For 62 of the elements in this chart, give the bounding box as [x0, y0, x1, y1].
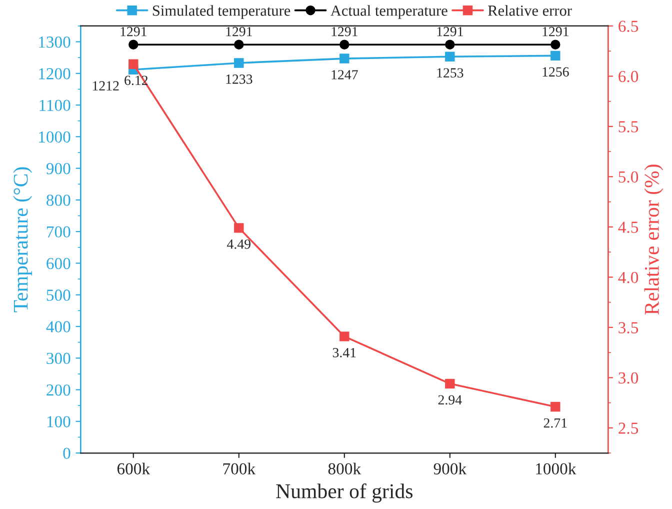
data-label: 1256 [542, 67, 569, 77]
y-tick-label: 100 [47, 416, 70, 428]
y2-tick-label: 6.0 [618, 70, 638, 82]
legend-label: Actual temperature [330, 5, 448, 19]
point [445, 40, 455, 50]
x-tick-label: 600k [117, 462, 150, 474]
y-tick-label: 900 [46, 163, 70, 174]
legend-label: Simulated temperature [152, 5, 290, 19]
data-label: 2.71 [544, 418, 567, 428]
y-tick-label: 700 [47, 226, 70, 238]
y-axis-title: Temperature (°C) [13, 167, 32, 312]
y-tick-label: 200 [46, 384, 70, 396]
point [234, 40, 244, 50]
data-label: 1247 [332, 70, 358, 80]
data-label: 1291 [437, 26, 463, 36]
y-tick-label: 500 [46, 290, 70, 301]
y-tick-label: 0 [63, 448, 70, 459]
y-tick-label: 600 [46, 258, 70, 270]
point [550, 40, 560, 50]
data-label: 1291 [120, 26, 146, 36]
point [550, 50, 560, 61]
y-tick-label: 1100 [40, 100, 70, 111]
data-label: 1253 [437, 68, 464, 78]
x-tick-label: 800k [328, 462, 362, 474]
legend-label: Relative error [488, 5, 572, 16]
y-tick-label: 1000 [39, 131, 70, 143]
x-axis-title: Number of grids [276, 483, 412, 503]
y2-axis-title: Relative error (%) [644, 164, 664, 315]
y2-tick-label: 5.0 [618, 171, 638, 183]
data-label: 1291 [332, 26, 358, 36]
point [340, 332, 350, 342]
point [234, 223, 244, 233]
y2-tick-label: 4.5 [618, 222, 638, 233]
y-tick-label: 400 [46, 321, 70, 332]
x-tick-label: 900k [434, 462, 467, 474]
y2-tick-label: 3.5 [618, 322, 638, 334]
x-tick-label: 700k [223, 462, 256, 474]
y-tick-label: 1200 [39, 68, 70, 80]
point [340, 54, 350, 64]
point [128, 59, 138, 70]
point [234, 58, 244, 68]
y-tick-label: 800 [46, 194, 70, 206]
y2-tick-label: 5.5 [618, 121, 638, 132]
point [340, 40, 350, 50]
data-label: 1291 [226, 26, 252, 36]
data-label: 3.41 [332, 348, 356, 358]
data-label: 2.94 [438, 395, 462, 405]
point [445, 378, 455, 389]
y-tick-label: 300 [46, 352, 70, 364]
data-label: 1291 [542, 26, 568, 36]
y2-tick-label: 3.0 [618, 372, 638, 384]
x-tick-label: 1000k [536, 462, 576, 474]
point [550, 402, 560, 412]
data-label: 1233 [226, 74, 252, 84]
data-label: 4.49 [227, 239, 250, 249]
y2-tick-label: 2.5 [618, 422, 638, 434]
point [128, 40, 138, 50]
y2-tick-label: 4.0 [618, 272, 638, 284]
y2-tick-label: 6.5 [618, 20, 638, 32]
data-label: 1212 [92, 81, 119, 90]
point [445, 52, 455, 62]
y-tick-label: 1300 [39, 36, 70, 48]
